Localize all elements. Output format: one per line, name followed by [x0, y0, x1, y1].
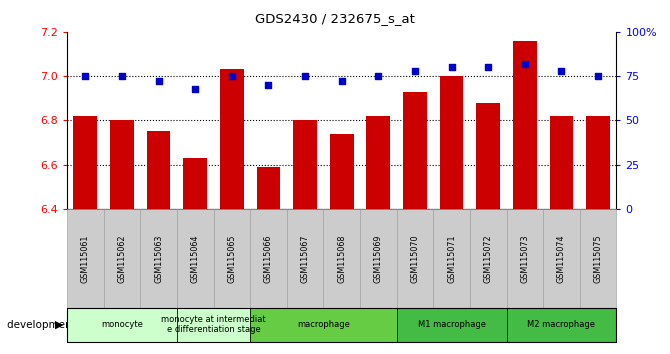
Bar: [476, 103, 500, 209]
Point: [226, 73, 237, 79]
Text: GSM115070: GSM115070: [411, 234, 419, 283]
Bar: [257, 167, 280, 209]
Point: [373, 73, 384, 79]
Point: [519, 61, 530, 67]
Text: M2 macrophage: M2 macrophage: [527, 320, 596, 329]
Text: GSM115074: GSM115074: [557, 234, 566, 283]
Text: GSM115065: GSM115065: [227, 234, 237, 283]
Point: [556, 68, 567, 74]
Text: GSM115073: GSM115073: [521, 234, 529, 283]
Text: GSM115075: GSM115075: [594, 234, 602, 283]
Bar: [110, 120, 134, 209]
Text: GSM115064: GSM115064: [191, 234, 200, 282]
Point: [336, 79, 347, 84]
Text: macrophage: macrophage: [297, 320, 350, 329]
Text: GSM115061: GSM115061: [81, 234, 90, 282]
Text: GSM115063: GSM115063: [154, 234, 163, 282]
Point: [190, 86, 200, 91]
Bar: [513, 41, 537, 209]
Bar: [293, 120, 317, 209]
Text: GSM115071: GSM115071: [447, 234, 456, 283]
Bar: [440, 76, 464, 209]
Point: [409, 68, 420, 74]
Point: [117, 73, 127, 79]
Text: monocyte at intermediat
e differentiation stage: monocyte at intermediat e differentiatio…: [161, 315, 266, 335]
Bar: [549, 116, 574, 209]
Point: [483, 64, 494, 70]
Text: GSM115062: GSM115062: [117, 234, 127, 283]
Text: GSM115069: GSM115069: [374, 234, 383, 283]
Bar: [184, 158, 207, 209]
Text: ▶: ▶: [55, 320, 64, 330]
Point: [593, 73, 604, 79]
Text: GSM115072: GSM115072: [484, 234, 492, 283]
Bar: [403, 92, 427, 209]
Text: GSM115066: GSM115066: [264, 234, 273, 282]
Bar: [366, 116, 390, 209]
Point: [80, 73, 90, 79]
Text: GSM115067: GSM115067: [301, 234, 310, 283]
Point: [446, 64, 457, 70]
Bar: [74, 116, 97, 209]
Point: [153, 79, 164, 84]
Text: GDS2430 / 232675_s_at: GDS2430 / 232675_s_at: [255, 12, 415, 25]
Bar: [330, 133, 354, 209]
Bar: [586, 116, 610, 209]
Point: [299, 73, 310, 79]
Point: [263, 82, 274, 88]
Bar: [220, 69, 244, 209]
Text: development stage: development stage: [7, 320, 108, 330]
Text: monocyte: monocyte: [101, 320, 143, 329]
Text: M1 macrophage: M1 macrophage: [417, 320, 486, 329]
Bar: [147, 131, 170, 209]
Text: GSM115068: GSM115068: [337, 234, 346, 282]
